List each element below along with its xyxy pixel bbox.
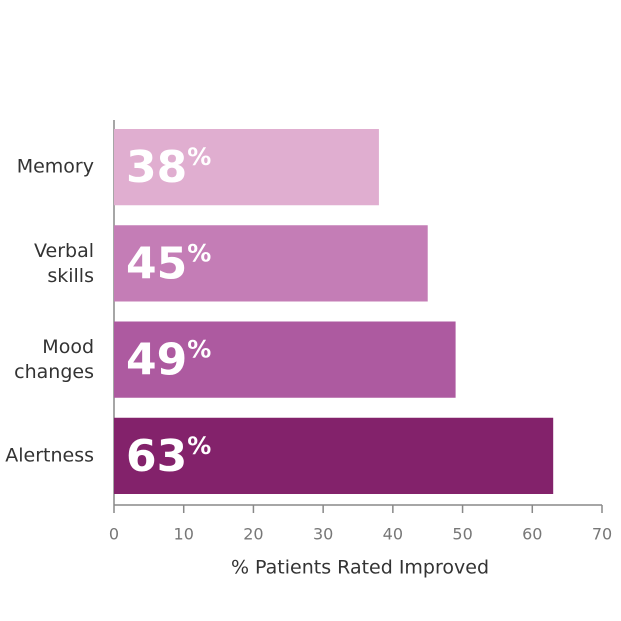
value-label: 49%: [126, 335, 211, 386]
x-axis-label: % Patients Rated Improved: [231, 557, 489, 579]
bar: [114, 129, 379, 206]
bar: [114, 417, 554, 494]
x-tick-label: 10: [174, 525, 194, 544]
x-tick-label: 30: [313, 525, 333, 544]
value-label: 63%: [126, 431, 211, 482]
x-tick-label: 50: [452, 525, 472, 544]
category-label: Verbal skills: [34, 239, 94, 286]
category-label: Alertness: [5, 444, 94, 466]
bar: [114, 225, 428, 302]
x-tick-label: 0: [109, 525, 119, 544]
value-label: 45%: [126, 238, 211, 289]
value-label: 38%: [126, 142, 211, 193]
category-label: Mood changes: [8, 336, 94, 383]
x-tick-label: 70: [592, 525, 612, 544]
x-tick-label: 40: [383, 525, 403, 544]
x-tick-label: 20: [243, 525, 263, 544]
bar: [114, 321, 456, 398]
category-label: Memory: [17, 156, 94, 178]
x-tick-label: 60: [522, 525, 542, 544]
